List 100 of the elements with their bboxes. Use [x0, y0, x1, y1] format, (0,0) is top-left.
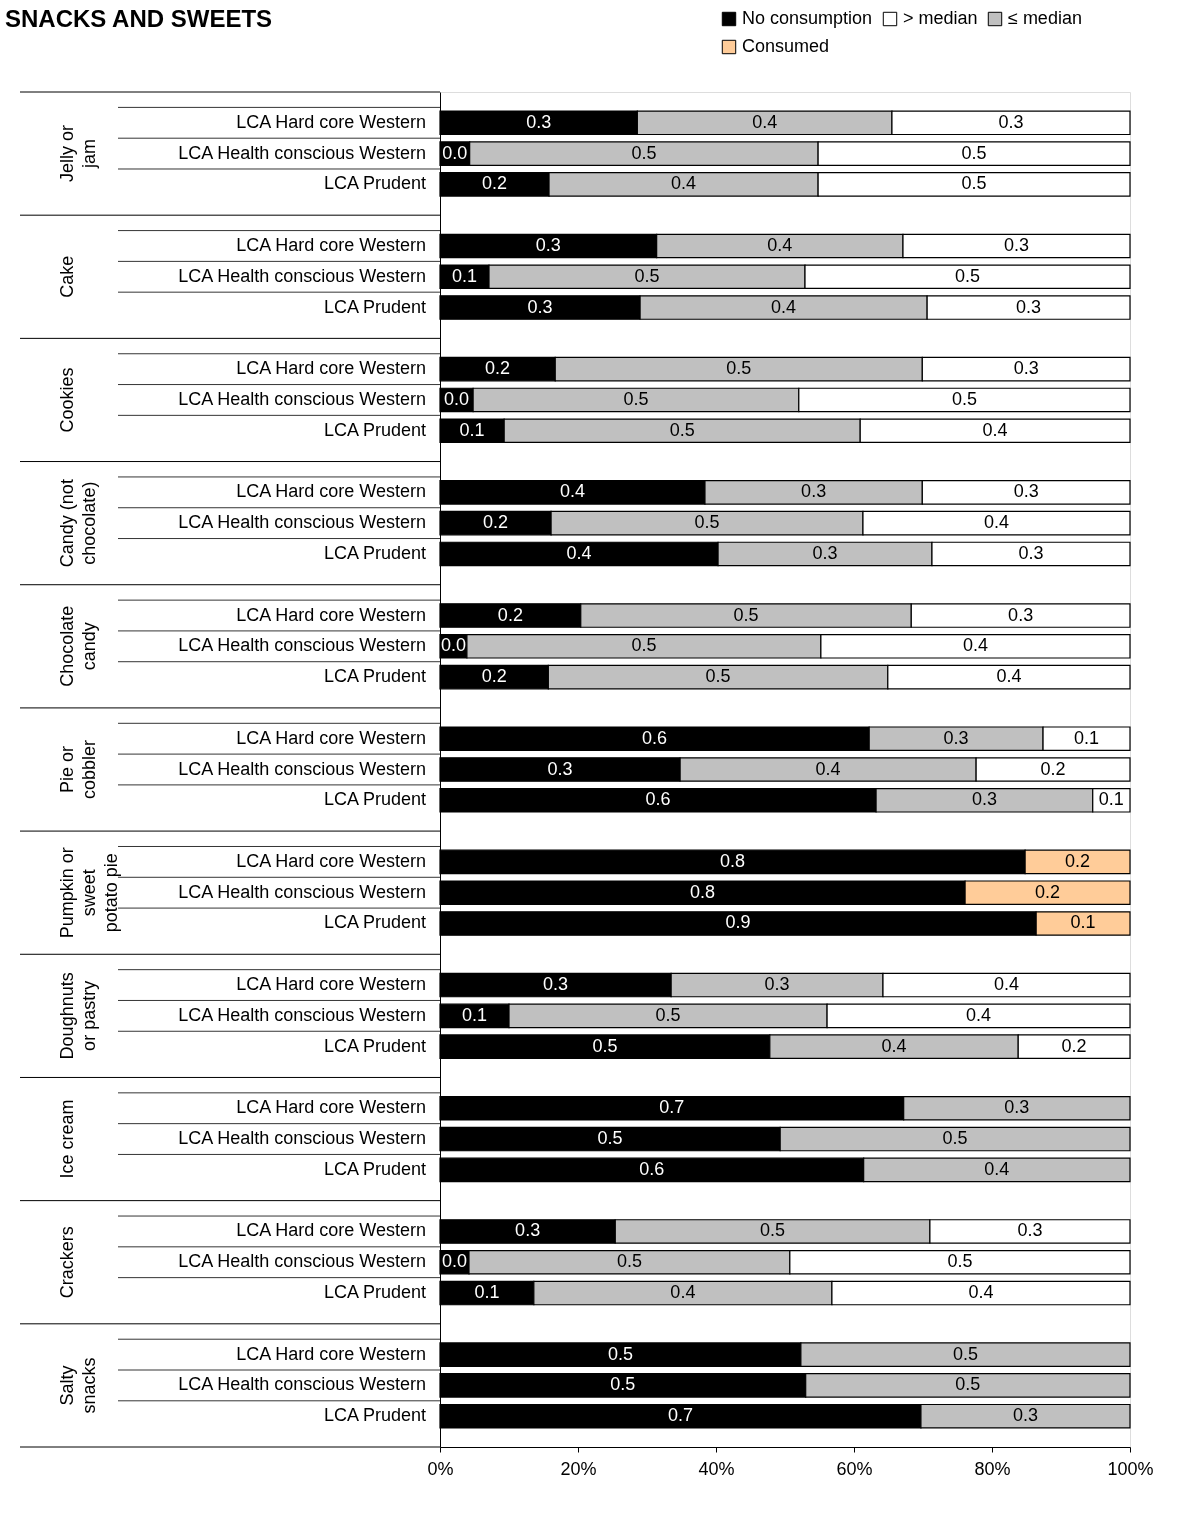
x-tick-label: 0% [427, 1458, 454, 1479]
data-label: 0.4 [982, 419, 1008, 440]
data-label: 0.5 [592, 1035, 618, 1056]
data-label: 0.5 [634, 265, 660, 286]
data-label: 0.5 [942, 1128, 968, 1149]
data-label: 0.3 [801, 481, 827, 502]
y-tick-label: LCA Hard core Western [236, 1220, 426, 1241]
y-tick-label: LCA Health conscious Western [178, 1374, 426, 1395]
data-label: 0.5 [607, 1343, 633, 1364]
data-label: 0.1 [459, 419, 485, 440]
y-tick-label: LCA Hard core Western [236, 604, 426, 625]
y-tick-label: LCA Health conscious Western [178, 635, 426, 656]
data-label: 0.6 [645, 789, 671, 810]
data-label: 0.5 [760, 1220, 786, 1241]
y-tick-label: LCA Health conscious Western [178, 142, 426, 163]
y-tick-label: LCA Prudent [323, 666, 426, 687]
data-label: 0.3 [543, 974, 569, 995]
data-label: 0.2 [1061, 1035, 1087, 1056]
data-label: 0.4 [962, 635, 988, 656]
data-label: 0.4 [670, 1282, 696, 1303]
y-tick-label: LCA Prudent [323, 419, 426, 440]
data-label: 0.3 [515, 1220, 541, 1241]
legend-label: ≤ median [1008, 8, 1082, 28]
data-label: 0.4 [968, 1282, 994, 1303]
data-label: 0.2 [481, 173, 508, 194]
data-label: 0.4 [771, 296, 797, 317]
legend-label: > median [903, 8, 978, 28]
data-label: 0.5 [954, 265, 981, 286]
data-label: 0.1 [474, 1282, 500, 1303]
data-label: 0.4 [671, 173, 697, 194]
data-label: 0.5 [947, 1251, 973, 1272]
data-label: 0.7 [659, 1097, 685, 1118]
data-label: 0.3 [527, 296, 553, 317]
data-label: 0.4 [881, 1035, 907, 1056]
data-label: 0.2 [1065, 850, 1091, 871]
data-label: 0.3 [1008, 604, 1034, 625]
y-tick-label: LCA Hard core Western [236, 358, 426, 379]
data-label: 0.5 [955, 1374, 981, 1395]
data-label: 0.0 [444, 388, 470, 409]
data-label: 0.0 [440, 635, 466, 656]
y-tick-label: LCA Health conscious Western [178, 881, 426, 902]
x-tick-label: 40% [698, 1458, 735, 1479]
data-label: 0.5 [631, 635, 657, 656]
text: Jelly or jam [57, 125, 99, 183]
data-label: 0.2 [483, 512, 509, 533]
data-label: 0.2 [1035, 881, 1061, 902]
data-label: 0.3 [764, 974, 790, 995]
x-tick-label: 60% [836, 1458, 873, 1479]
y-tick-label: LCA Hard core Western [236, 234, 426, 255]
data-label: 0.2 [481, 666, 507, 687]
x-tick-label: 20% [560, 1458, 597, 1479]
y-tick-label: LCA Hard core Western [236, 727, 426, 748]
y-tick-label: LCA Prudent [323, 789, 426, 810]
data-label: 0.5 [694, 512, 720, 533]
data-label: 0.5 [726, 358, 752, 379]
data-label: 0.3 [547, 758, 573, 779]
data-label: 0.3 [943, 727, 969, 748]
y-tick-label: LCA Hard core Western [236, 481, 426, 502]
data-label: 0.3 [526, 111, 552, 132]
text: Candy (not chocolate) [57, 479, 99, 568]
data-label: 0.5 [952, 1343, 978, 1364]
data-label: 0.4 [559, 481, 585, 502]
y-tick-label: LCA Hard core Western [236, 974, 426, 995]
data-label: 0.5 [616, 1251, 642, 1272]
text: Pie or cobbler [57, 739, 99, 800]
data-label: 0.3 [812, 542, 838, 563]
y-tick-label: LCA Hard core Western [236, 111, 426, 132]
text: Ice cream [57, 1099, 77, 1179]
x-tick-label: 80% [974, 1458, 1011, 1479]
data-label: 0.4 [984, 1158, 1010, 1179]
data-label: 0.2 [1040, 758, 1066, 779]
data-label: 0.5 [961, 142, 987, 163]
text: Salty snacks [57, 1357, 99, 1414]
y-tick-label: LCA Health conscious Western [178, 758, 426, 779]
data-label: 0.1 [1074, 727, 1100, 748]
data-label: 0.5 [705, 666, 731, 687]
data-label: 0.4 [993, 974, 1020, 995]
y-tick-label: LCA Prudent [323, 296, 426, 317]
data-label: 0.3 [1017, 1220, 1043, 1241]
data-label: 0.5 [631, 142, 657, 163]
data-label: 0.5 [733, 604, 759, 625]
data-label: 0.4 [996, 666, 1022, 687]
data-label: 0.3 [1018, 542, 1044, 563]
data-label: 0.3 [1013, 358, 1039, 379]
data-label: 0.4 [815, 758, 841, 779]
y-tick-label: LCA Prudent [323, 912, 426, 933]
y-tick-label: LCA Prudent [323, 1158, 426, 1179]
data-label: 0.4 [767, 234, 793, 255]
legend-label: No consumption [742, 8, 873, 28]
data-label: 0.5 [610, 1374, 636, 1395]
text: Cookies [57, 367, 77, 433]
data-label: 0.3 [1003, 234, 1030, 255]
data-label: 0.2 [485, 358, 511, 379]
y-tick-label: LCA Health conscious Western [178, 1128, 426, 1149]
data-label: 0.5 [961, 173, 987, 194]
data-label: 0.5 [623, 388, 649, 409]
y-tick-label: LCA Prudent [323, 542, 426, 563]
data-label: 0.5 [655, 1004, 681, 1025]
text: Doughnuts or pastry [57, 972, 99, 1060]
y-tick-label: LCA Hard core Western [236, 850, 426, 871]
